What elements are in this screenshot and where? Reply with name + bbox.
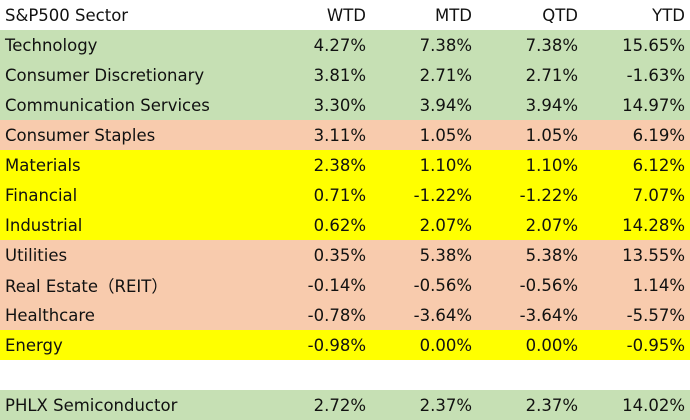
sector-name: Materials <box>5 155 81 175</box>
table-row: Consumer Staples 3.11% 1.05% 1.05% 6.19% <box>0 120 690 150</box>
sector-name: Healthcare <box>5 305 95 325</box>
mtd-value: 7.38% <box>419 35 472 55</box>
table-row: Industrial 0.62% 2.07% 2.07% 14.28% <box>0 210 690 240</box>
ytd-value: 14.28% <box>622 215 685 235</box>
mtd-value: 2.71% <box>419 65 472 85</box>
qtd-value: 7.38% <box>525 35 578 55</box>
ytd-value: 1.14% <box>632 275 685 295</box>
qtd-value: -0.56% <box>519 275 578 295</box>
ytd-value: 15.65% <box>622 35 685 55</box>
sector-name: Technology <box>5 35 98 55</box>
mtd-value: 5.38% <box>419 245 472 265</box>
qtd-value: -3.64% <box>519 305 578 325</box>
ytd-value: 6.19% <box>632 125 685 145</box>
header-qtd: QTD <box>542 5 578 25</box>
wtd-value: 4.27% <box>313 35 366 55</box>
ytd-value: 7.07% <box>632 185 685 205</box>
ytd-value: -5.57% <box>626 305 685 325</box>
index-name: PHLX Semiconductor <box>5 395 178 415</box>
table-row: Materials 2.38% 1.10% 1.10% 6.12% <box>0 150 690 180</box>
mtd-value: -1.22% <box>413 185 472 205</box>
mtd-value: 3.94% <box>419 95 472 115</box>
table-row: Healthcare -0.78% -3.64% -3.64% -5.57% <box>0 300 690 330</box>
wtd-value: 3.11% <box>313 125 366 145</box>
qtd-value: 2.37% <box>525 395 578 415</box>
header-sector: S&P500 Sector <box>5 5 129 25</box>
table-row: Technology 4.27% 7.38% 7.38% 15.65% <box>0 30 690 60</box>
ytd-value: -0.95% <box>626 335 685 355</box>
qtd-value: 1.05% <box>525 125 578 145</box>
mtd-value: -3.64% <box>413 305 472 325</box>
sector-name: Real Estate（REIT） <box>5 277 168 296</box>
mtd-value: 1.05% <box>419 125 472 145</box>
wtd-value: 3.81% <box>313 65 366 85</box>
ytd-value: 14.02% <box>622 395 685 415</box>
spacer-row <box>0 360 690 390</box>
wtd-value: 2.72% <box>313 395 366 415</box>
wtd-value: 3.30% <box>313 95 366 115</box>
sector-name: Energy <box>5 335 63 355</box>
wtd-value: -0.78% <box>307 305 366 325</box>
ytd-value: 13.55% <box>622 245 685 265</box>
table-row: Consumer Discretionary 3.81% 2.71% 2.71%… <box>0 60 690 90</box>
qtd-value: -1.22% <box>519 185 578 205</box>
sector-name: Consumer Discretionary <box>5 65 205 85</box>
sector-name: Consumer Staples <box>5 125 156 145</box>
mtd-value: 2.37% <box>419 395 472 415</box>
wtd-value: 0.71% <box>313 185 366 205</box>
table-row: Financial 0.71% -1.22% -1.22% 7.07% <box>0 180 690 210</box>
ytd-value: 6.12% <box>632 155 685 175</box>
table-row: Communication Services 3.30% 3.94% 3.94%… <box>0 90 690 120</box>
table-row: Utilities 0.35% 5.38% 5.38% 13.55% <box>0 240 690 270</box>
qtd-value: 2.07% <box>525 215 578 235</box>
table-body: Technology 4.27% 7.38% 7.38% 15.65% Cons… <box>0 30 690 360</box>
mtd-value: 1.10% <box>419 155 472 175</box>
wtd-value: 0.62% <box>313 215 366 235</box>
sector-name: Utilities <box>5 245 68 265</box>
table-row-semiconductor: PHLX Semiconductor 2.72% 2.37% 2.37% 14.… <box>0 390 690 420</box>
table-header-row: S&P500 Sector WTD MTD QTD YTD <box>0 0 690 30</box>
header-mtd: MTD <box>434 5 472 25</box>
header-wtd: WTD <box>326 5 366 25</box>
header-ytd: YTD <box>652 5 685 25</box>
wtd-value: 0.35% <box>313 245 366 265</box>
sector-name: Industrial <box>5 215 83 235</box>
sector-name: Communication Services <box>5 95 210 115</box>
qtd-value: 5.38% <box>525 245 578 265</box>
wtd-value: -0.98% <box>307 335 366 355</box>
qtd-value: 3.94% <box>525 95 578 115</box>
qtd-value: 2.71% <box>525 65 578 85</box>
qtd-value: 1.10% <box>525 155 578 175</box>
ytd-value: 14.97% <box>622 95 685 115</box>
wtd-value: 2.38% <box>313 155 366 175</box>
table-row: Energy -0.98% 0.00% 0.00% -0.95% <box>0 330 690 360</box>
sector-name: Financial <box>5 185 78 205</box>
table-row: Real Estate（REIT） -0.14% -0.56% -0.56% 1… <box>0 270 690 300</box>
mtd-value: 2.07% <box>419 215 472 235</box>
ytd-value: -1.63% <box>626 65 685 85</box>
qtd-value: 0.00% <box>525 335 578 355</box>
mtd-value: -0.56% <box>413 275 472 295</box>
wtd-value: -0.14% <box>307 275 366 295</box>
mtd-value: 0.00% <box>419 335 472 355</box>
